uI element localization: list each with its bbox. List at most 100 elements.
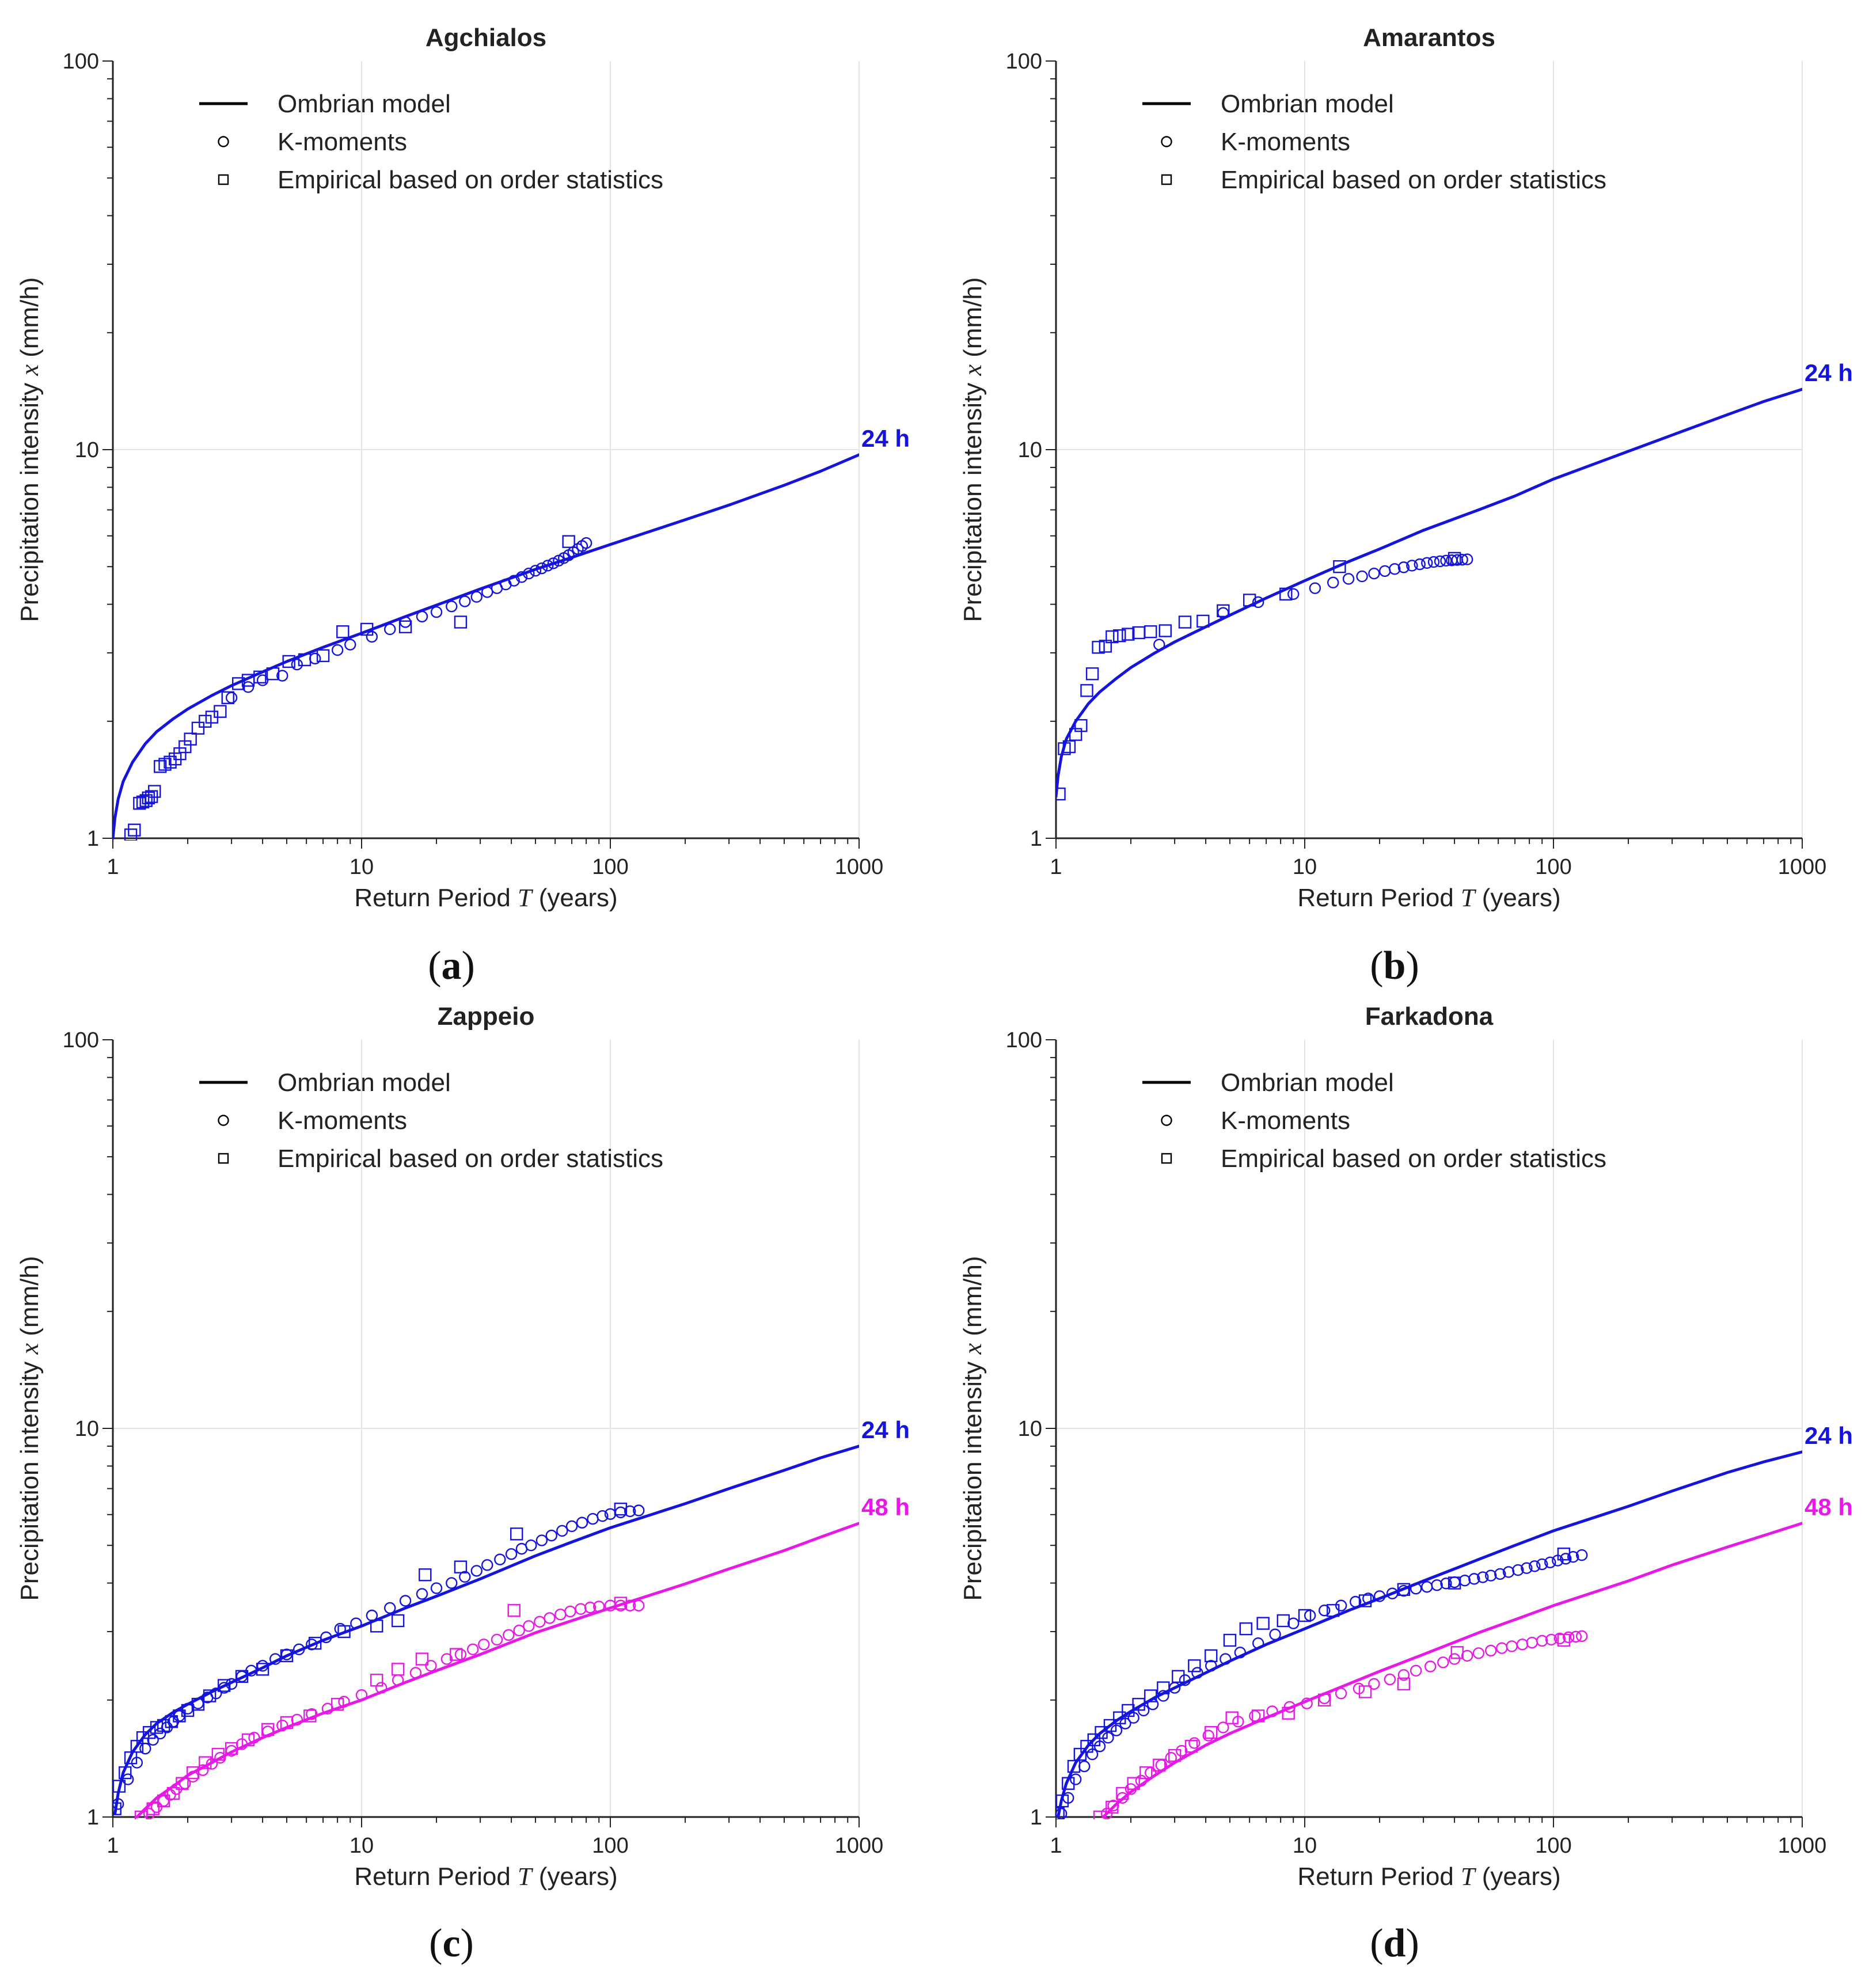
empirical-point: [1279, 587, 1293, 601]
empirical-point: [113, 1802, 121, 1815]
kmoments-point: [1327, 576, 1339, 589]
ombrian-model-curve: [1101, 1522, 1802, 1819]
caption-letter: d: [1384, 1921, 1406, 1966]
kmoments-point: [529, 565, 542, 577]
kmoments-point: [1397, 561, 1410, 573]
kmoments-point: [587, 1512, 599, 1525]
panel-caption: (a): [428, 944, 475, 988]
empirical-point: [1093, 1810, 1107, 1819]
empirical-point: [1056, 787, 1066, 801]
kmoments-point: [1563, 1631, 1575, 1644]
kmoments-point: [459, 595, 471, 607]
caption-letter: b: [1384, 944, 1406, 988]
legend-square-marker: [1161, 1153, 1172, 1164]
empirical-point: [157, 1719, 170, 1732]
empirical-point: [1080, 1740, 1093, 1753]
kmoments-point: [366, 1609, 378, 1622]
kmoments-point: [1410, 1583, 1422, 1595]
kmoments-point: [454, 1648, 467, 1660]
kmoments-point: [344, 638, 356, 651]
empirical-point: [1318, 1693, 1331, 1707]
empirical-point: [370, 1620, 383, 1633]
kmoments-point: [597, 1510, 609, 1522]
empirical-point: [1397, 1677, 1411, 1691]
empirical-point: [1448, 552, 1461, 565]
axis-label-text: Return Period: [1297, 1862, 1461, 1891]
empirical-point: [280, 1649, 294, 1663]
empirical-point: [1243, 594, 1256, 607]
empirical-point: [154, 760, 167, 773]
kmoments-point: [584, 1601, 597, 1614]
series-24h: [113, 1445, 859, 1815]
kmoments-point: [1287, 588, 1300, 600]
empirical-point: [1178, 615, 1192, 629]
kmoments-point: [1397, 1669, 1410, 1681]
kmoments-point: [481, 586, 493, 598]
chart-panel-d: 1 10 100 1 10 100 1000 Farkadona Return Period T…: [959, 1002, 1853, 1966]
empirical-point: [253, 670, 267, 684]
kmoments-point: [440, 1653, 453, 1665]
kmoments-point: [1506, 1640, 1518, 1652]
x-tick-label: 100: [592, 855, 628, 879]
kmoments-point: [197, 1764, 209, 1776]
kmoments-point: [1319, 1605, 1331, 1617]
y-tick-label: 10: [75, 1417, 99, 1441]
kmoments-point: [1424, 1660, 1437, 1672]
kmoments-point: [1342, 573, 1355, 585]
empirical-point: [1557, 1633, 1571, 1647]
legend-model-label: Ombrian model: [1221, 1069, 1394, 1097]
empirical-point: [614, 1597, 628, 1610]
kmoments-point: [446, 1577, 458, 1589]
empirical-point: [1205, 1725, 1218, 1739]
kmoments-point: [1378, 565, 1391, 577]
x-tick-label: 100: [592, 1834, 628, 1858]
kmoments-point: [576, 1516, 588, 1529]
kmoments-point: [1107, 1799, 1119, 1812]
kmoments-point: [1234, 1647, 1247, 1659]
empirical-point: [1153, 1758, 1166, 1772]
kmoments-point: [564, 1605, 576, 1618]
kmoments-point: [1368, 1678, 1380, 1690]
legend-empirical-label: Empirical based on order statistics: [1221, 166, 1606, 194]
axis-label-text: Return Period: [354, 1862, 518, 1891]
kmoments-point: [575, 1603, 587, 1615]
empirical-point: [232, 677, 245, 690]
empirical-point: [166, 1786, 180, 1800]
empirical-point: [1557, 1548, 1571, 1561]
kmoments-point: [1301, 1697, 1313, 1709]
kmoments-point: [1389, 563, 1401, 575]
axis-label-text: Precipitation intensity: [16, 1355, 44, 1601]
empirical-point: [266, 667, 280, 681]
kmoments-point: [291, 658, 303, 671]
panel-caption: (c): [429, 1921, 474, 1966]
empirical-point: [1358, 1685, 1372, 1698]
kmoments-point: [505, 1548, 518, 1560]
empirical-point: [1103, 1719, 1117, 1732]
kmoments-point: [1179, 1674, 1191, 1686]
kmoments-point: [366, 630, 378, 643]
y-tick-label: 100: [63, 50, 99, 74]
ombrian-model-curve: [1056, 387, 1802, 799]
kmoments-point: [1078, 1760, 1091, 1773]
kmoments-point: [624, 1599, 636, 1611]
empirical-point: [331, 1698, 344, 1711]
y-tick-label: 10: [1018, 1417, 1042, 1441]
axis-label-text: Precipitation intensity: [959, 376, 987, 622]
kmoments-point: [1153, 638, 1165, 651]
kmoments-point: [334, 1622, 346, 1635]
empirical-point: [1116, 1786, 1129, 1800]
chart-title: Agchialos: [426, 24, 546, 52]
legend-circle-marker: [218, 136, 229, 147]
kmoments-point: [293, 1643, 305, 1656]
kmoments-point: [547, 557, 560, 569]
x-axis-label: Return Period T (years): [1297, 884, 1560, 912]
caption-paren: ): [1405, 1921, 1419, 1966]
empirical-point: [1172, 1670, 1185, 1683]
empirical-point: [1062, 740, 1076, 754]
kmoments-point: [1406, 560, 1418, 572]
axis-label-text: (years): [1475, 884, 1561, 912]
kmoments-point: [399, 616, 412, 628]
kmoments-point: [321, 1702, 334, 1715]
kmoments-point: [392, 1674, 404, 1686]
